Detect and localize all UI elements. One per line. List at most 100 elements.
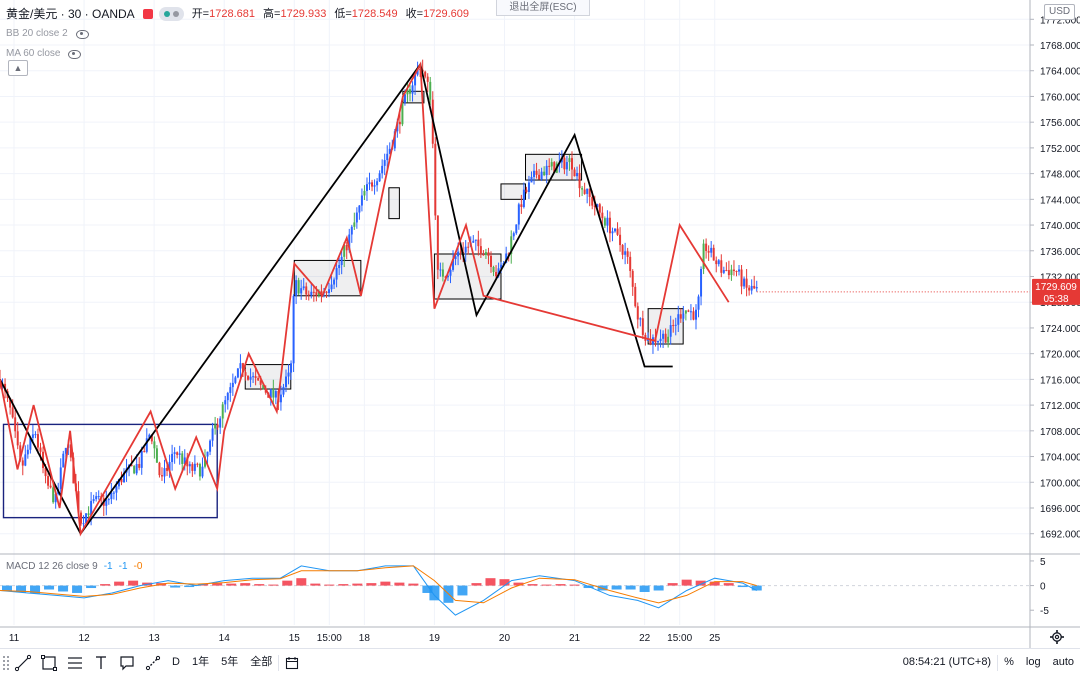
candle-body bbox=[629, 256, 632, 271]
candle-body bbox=[717, 260, 720, 265]
candle-body bbox=[593, 205, 596, 208]
zigzag-black-line[interactable] bbox=[0, 62, 673, 536]
candle-body bbox=[543, 171, 546, 176]
grip-icon[interactable] bbox=[2, 654, 10, 671]
pattern-box[interactable] bbox=[293, 259, 362, 297]
macd-histogram-bar bbox=[240, 583, 251, 586]
candle-body bbox=[563, 157, 566, 170]
candle-body bbox=[586, 188, 589, 194]
log-toggle[interactable]: log bbox=[1025, 656, 1041, 668]
candle-body bbox=[143, 451, 146, 453]
candle-body bbox=[454, 256, 457, 260]
candle-body bbox=[667, 336, 670, 343]
indicator-ma[interactable]: MA 60 close bbox=[6, 44, 469, 64]
percent-toggle[interactable]: % bbox=[1004, 656, 1014, 668]
candle-body bbox=[464, 246, 467, 253]
candle-body bbox=[484, 252, 487, 255]
candle-body bbox=[24, 454, 27, 466]
candle-body bbox=[340, 256, 343, 266]
candle-body bbox=[82, 523, 85, 525]
indicator-bb[interactable]: BB 20 close 2 bbox=[6, 24, 469, 44]
candle-body bbox=[95, 496, 98, 500]
range-d-button[interactable]: D bbox=[172, 656, 180, 668]
gear-icon[interactable] bbox=[1049, 629, 1065, 645]
candle-body bbox=[115, 486, 118, 493]
candle-body bbox=[505, 253, 508, 263]
macd-histogram-bar bbox=[338, 584, 349, 586]
candle-body bbox=[548, 165, 551, 167]
range-all-button[interactable]: 全部 bbox=[250, 656, 273, 668]
current-price-badge[interactable] bbox=[1032, 278, 1080, 305]
rectangle-tool[interactable] bbox=[36, 650, 62, 675]
callout-tool[interactable] bbox=[114, 650, 140, 675]
candle-body bbox=[36, 434, 39, 448]
candle-body bbox=[173, 452, 176, 454]
flag-icon[interactable] bbox=[142, 9, 153, 19]
candle-body bbox=[722, 269, 725, 273]
candle-body bbox=[573, 169, 576, 177]
zigzag-red-line[interactable] bbox=[0, 61, 730, 537]
exit-fullscreen-button[interactable]: 退出全屏(ESC) bbox=[496, 0, 590, 16]
bar-countdown: 05:38 bbox=[1043, 294, 1068, 305]
trend-line-tool[interactable] bbox=[10, 650, 36, 675]
candle-body bbox=[446, 275, 449, 278]
candle-body bbox=[527, 182, 530, 192]
x-tick-label: 25 bbox=[709, 633, 721, 644]
candle-body bbox=[145, 438, 148, 452]
pattern-box[interactable] bbox=[388, 187, 400, 220]
candle-body bbox=[257, 377, 260, 381]
eye-icon[interactable] bbox=[68, 49, 82, 59]
candle-body bbox=[530, 176, 533, 183]
date-range-button[interactable] bbox=[279, 650, 305, 675]
candle-body bbox=[376, 181, 379, 186]
candle-body bbox=[290, 363, 293, 373]
macd-histogram-bar bbox=[681, 579, 692, 586]
candle-body bbox=[732, 269, 735, 271]
candle-body bbox=[153, 441, 156, 449]
axes: 1692.000 1696.000 1700.000 1704.000 1708.000… bbox=[0, 0, 1080, 648]
macd-histogram-bar bbox=[408, 583, 419, 586]
candle-body bbox=[338, 265, 341, 269]
candle-body bbox=[77, 491, 80, 513]
candle-body bbox=[748, 287, 751, 291]
candle-body bbox=[211, 428, 214, 441]
clock[interactable]: 08:54:21 (UTC+8) bbox=[902, 656, 992, 668]
candle-body bbox=[371, 182, 374, 187]
range-1y-button[interactable]: 1年 bbox=[191, 656, 210, 668]
macd-histogram-bar bbox=[541, 584, 552, 586]
candle-body bbox=[712, 247, 715, 261]
close-label: 收= bbox=[405, 8, 424, 20]
brush-tool[interactable] bbox=[140, 650, 166, 675]
candle-body bbox=[495, 271, 498, 277]
y-tick-label: 1692.000 bbox=[1040, 530, 1080, 541]
indicator-label: MA 60 close bbox=[6, 48, 61, 59]
candle-body bbox=[492, 266, 495, 272]
consolidation-box-blue[interactable] bbox=[2, 423, 218, 519]
y-tick-label: 1768.000 bbox=[1040, 41, 1080, 52]
candle-body bbox=[123, 472, 126, 483]
eye-icon[interactable] bbox=[75, 29, 89, 39]
collapse-legend-button[interactable]: ▲ bbox=[8, 60, 28, 76]
currency-label[interactable]: USD bbox=[1044, 4, 1076, 20]
macd-histogram-bar bbox=[86, 585, 97, 589]
close-value: 1729.609 bbox=[423, 8, 469, 20]
toolbar-separator bbox=[278, 654, 280, 671]
auto-toggle[interactable]: auto bbox=[1052, 656, 1074, 668]
candle-body bbox=[727, 270, 730, 276]
macd-histogram-bar bbox=[723, 583, 734, 586]
high-label: 高= bbox=[263, 8, 281, 20]
fib-tool[interactable] bbox=[62, 650, 88, 675]
range-5y-button[interactable]: 5年 bbox=[221, 656, 239, 668]
candle-body bbox=[393, 131, 396, 149]
macd-legend[interactable]: MACD 12 26 close 9 -1 -1 -0 bbox=[6, 561, 142, 572]
candle-body bbox=[441, 269, 444, 277]
symbol-label[interactable]: 黄金/美元 · 30 · OANDA bbox=[6, 7, 135, 21]
candle-body bbox=[254, 376, 257, 378]
candle-body bbox=[439, 269, 442, 271]
candle-body bbox=[69, 444, 72, 458]
candle-body bbox=[269, 389, 272, 398]
current-price-value: 1729.609 bbox=[1035, 282, 1077, 293]
text-tool[interactable] bbox=[88, 650, 114, 675]
